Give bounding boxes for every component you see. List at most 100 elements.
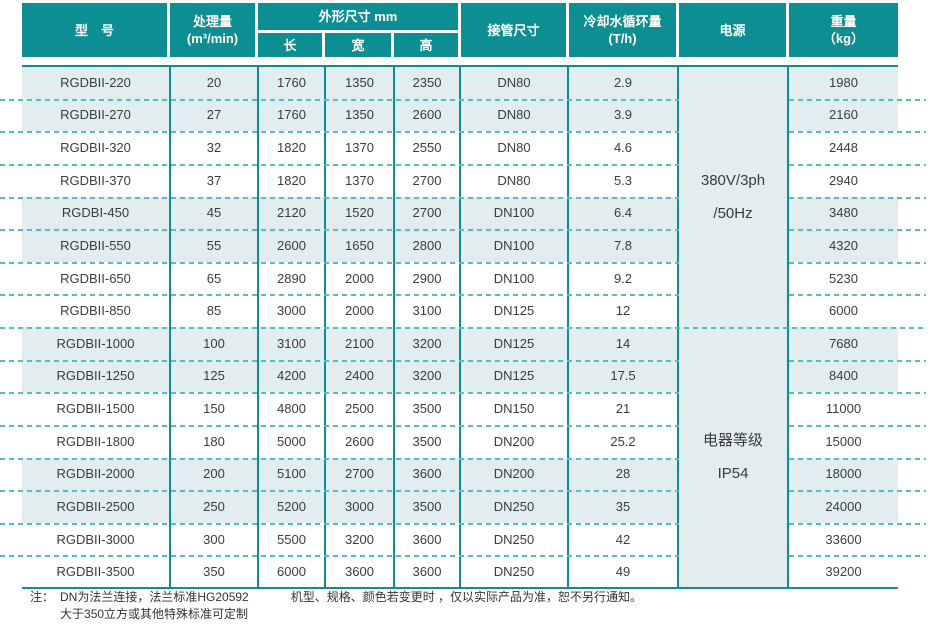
cell-weight: 2160 <box>787 98 898 132</box>
row-separator-line <box>789 131 926 133</box>
cell-width: 1350 <box>324 98 394 132</box>
cell-width: 2700 <box>324 457 394 491</box>
cell-height: 3500 <box>393 392 460 425</box>
cell-model: RGDBII-3500 <box>56 563 135 579</box>
cell-model: RGDBII-550 <box>22 229 170 262</box>
cell-height: 3500 <box>393 490 460 523</box>
cell-length: 1820 <box>257 163 325 197</box>
cell-weight: 2448 <box>787 131 898 164</box>
power-supply-line1: 380V/3ph <box>700 172 766 189</box>
row-separator-line <box>0 458 679 460</box>
cell-power-supply: 电器等级 IP54 <box>677 327 788 588</box>
cell-height: 3100 <box>393 294 460 327</box>
cell-model: RGDBII-2000 <box>22 457 170 491</box>
cell-height: 3600 <box>393 522 460 556</box>
note-label: 注： <box>30 590 55 604</box>
cell-capacity: 27 <box>169 98 258 132</box>
note-line-1: DN为法兰连接，法兰标准HG20592 <box>60 590 249 604</box>
cell-capacity: 250 <box>169 490 258 523</box>
col-pipe-label: 接管尺寸 <box>487 22 540 38</box>
cell-cooling-flow: 49 <box>567 555 678 588</box>
cell-weight: 1980 <box>787 66 898 99</box>
cell-height: 3600 <box>393 457 460 491</box>
cell-width: 1370 <box>324 131 394 164</box>
cell-weight: 18000 <box>787 457 898 491</box>
cell-pipe-size: DN200 <box>459 424 568 458</box>
cell-weight: 33600 <box>787 522 898 556</box>
row-separator-line <box>789 294 926 296</box>
cell-weight: 4320 <box>787 229 898 262</box>
row-separator-line <box>0 294 679 296</box>
cell-capacity: 100 <box>169 327 258 360</box>
cell-model: RGDBII-1000 <box>22 327 170 360</box>
cell-pipe-size: DN250 <box>459 490 568 523</box>
cell-cooling-flow: 42 <box>567 522 678 556</box>
cell-pipe-size: DN100 <box>459 196 568 230</box>
cell-length: 2600 <box>257 229 325 262</box>
cell-pipe-size: DN125 <box>459 327 568 360</box>
power-rating-line2: IP54 <box>717 465 749 482</box>
cell-model: RGDBII-1250 <box>22 359 170 393</box>
col-weight-header: 重量 （kg） <box>789 3 898 57</box>
table-row: RGDBII-850 85 3000 2000 3100 DN125 12 60… <box>22 294 898 327</box>
cell-width: 2000 <box>324 294 394 327</box>
cell-pipe-size: DN100 <box>459 261 568 295</box>
cell-capacity: 350 <box>169 555 258 588</box>
row-separator-line <box>789 555 926 557</box>
cell-cooling-flow: 9.2 <box>567 261 678 295</box>
cell-cooling-flow: 12 <box>567 294 678 327</box>
spec-table-header: 型 号 处理量 (m³/min) 外形尺寸 mm 长 宽 高 接管尺寸 冷却水循… <box>22 3 898 57</box>
cell-cooling-flow: 35 <box>567 490 678 523</box>
cell-height: 2600 <box>393 98 460 132</box>
cell-model: RGDBII-220 <box>22 66 170 99</box>
cell-capacity: 150 <box>169 392 258 425</box>
cell-capacity: 65 <box>169 261 258 295</box>
cell-cooling-flow: 6.4 <box>567 196 678 230</box>
row-separator-line <box>789 164 926 166</box>
cell-weight: 39200 <box>787 555 898 588</box>
cell-cooling-flow: 7.8 <box>567 229 678 262</box>
cell-width: 2000 <box>324 261 394 295</box>
cell-cooling-flow: 3.9 <box>567 98 678 132</box>
cell-model: RGDBII-1800 <box>56 433 135 449</box>
cell-length: 2120 <box>257 196 325 230</box>
cell-width: 2600 <box>324 424 394 458</box>
cell-weight: 24000 <box>787 490 898 523</box>
cell-weight: 8400 <box>787 359 898 393</box>
cell-capacity: 300 <box>169 522 258 556</box>
cell-height: 3200 <box>393 327 460 360</box>
cell-height: 2350 <box>393 66 460 99</box>
cell-cooling-flow: 4.6 <box>567 131 678 164</box>
cell-pipe-size: DN80 <box>459 66 568 99</box>
cell-length: 5200 <box>257 490 325 523</box>
row-separator-line <box>789 360 926 362</box>
row-separator-line <box>0 99 679 101</box>
cell-width: 1650 <box>324 229 394 262</box>
cell-model: RGDBI-450 <box>22 196 170 230</box>
cell-capacity: 20 <box>169 66 258 99</box>
cell-height: 2700 <box>393 196 460 230</box>
cell-width: 1370 <box>324 163 394 197</box>
cell-weight: 11000 <box>787 392 898 425</box>
cell-height: 2800 <box>393 229 460 262</box>
table-row: RGDBII-220 20 1760 1350 2350 DN80 2.9 38… <box>22 66 898 327</box>
col-height-label: 高 <box>394 33 458 57</box>
cell-width: 2100 <box>324 327 394 360</box>
cell-model: RGDBII-370 <box>60 172 131 188</box>
note-line-2: 大于350立方或其他特殊标准可定制 <box>60 607 249 621</box>
table-row: RGDBII-2500 250 5200 3000 3500 DN250 35 … <box>22 490 898 523</box>
cell-cooling-flow: 21 <box>567 392 678 425</box>
table-row: RGDBII-550 55 2600 1650 2800 DN100 7.8 4… <box>22 229 898 262</box>
table-row: RGDBII-1500 150 4800 2500 3500 DN150 21 … <box>22 392 898 425</box>
row-separator-line <box>0 262 679 264</box>
table-row: RGDBII-1000 100 3100 2100 3200 DN125 14 … <box>22 327 898 588</box>
cell-height: 2550 <box>393 131 460 164</box>
col-cooling-unit: (T/h) <box>608 31 637 46</box>
cell-model: RGDBII-2500 <box>22 490 170 523</box>
cell-capacity: 85 <box>169 294 258 327</box>
row-separator-line <box>0 164 679 166</box>
col-length-label: 长 <box>258 33 322 57</box>
col-power-label: 电源 <box>719 22 746 38</box>
table-row: RGDBII-3500 350 6000 3600 3600 DN250 49 … <box>22 555 898 588</box>
cell-capacity: 180 <box>169 424 258 458</box>
